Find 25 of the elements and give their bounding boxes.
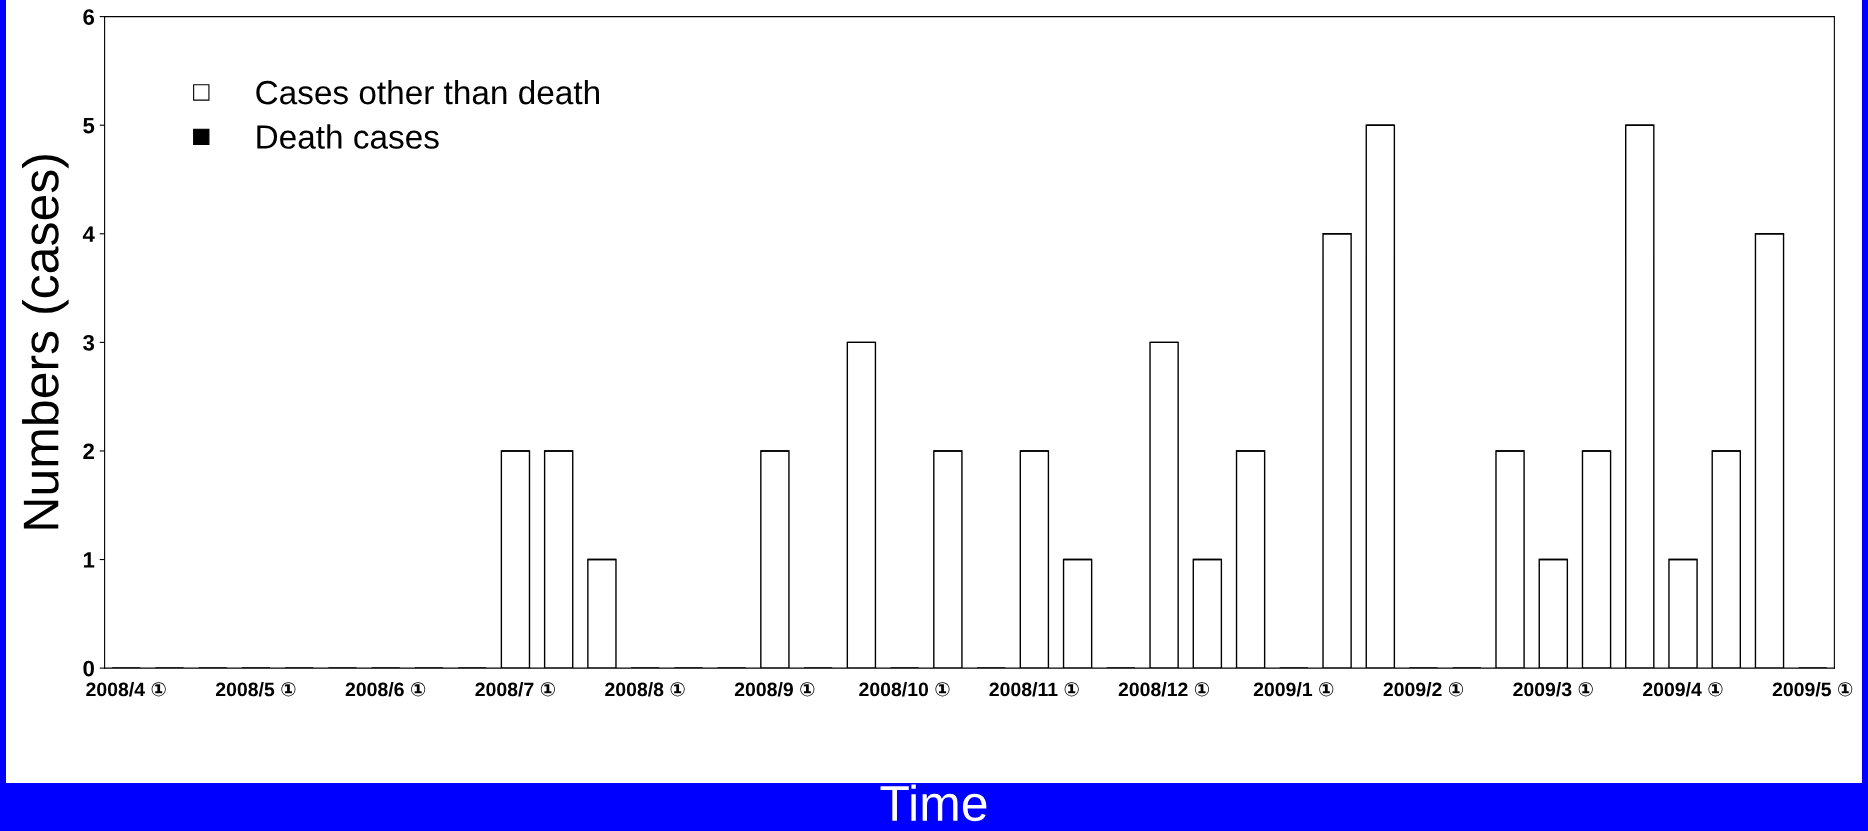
y-tick-label: 2: [83, 443, 94, 460]
x-tick-label: 2009/1 ①: [1253, 682, 1334, 697]
x-tick-label: 2009/5 ①: [1772, 682, 1853, 697]
x-tick-label: 2009/4 ①: [1643, 682, 1723, 697]
legend-label: Death cases: [257, 124, 439, 149]
legend-label: Cases other than death: [256, 79, 599, 105]
x-tick-label: 2009/3 ①: [1513, 682, 1593, 697]
x-tick-label: 2008/9 ①: [734, 682, 815, 697]
x-tick-label: 2008/7 ①: [475, 682, 555, 697]
y-tick-label: 4: [82, 226, 95, 242]
x-tick-label: 2008/11 ①: [989, 682, 1079, 697]
x-tick-label: 2008/5 ①: [215, 682, 296, 697]
x-tick-label: 2008/10 ①: [859, 682, 950, 697]
y-tick-label: 3: [83, 334, 95, 351]
x-tick-label: 2009/2 ①: [1383, 682, 1464, 697]
y-tick-label: 5: [83, 117, 95, 134]
y-tick-label: 0: [83, 660, 94, 677]
y-tick-label: 1: [83, 552, 95, 568]
x-tick-label: 2008/4 ①: [86, 682, 166, 697]
x-axis-title: Time: [880, 784, 987, 822]
y-tick-label: 6: [83, 9, 95, 25]
y-axis-title: Numbers (cases): [22, 155, 69, 529]
x-tick-label: 2008/6 ①: [345, 682, 426, 697]
x-tick-label: 2008/8 ①: [605, 682, 685, 697]
x-tick-label: 2008/12 ①: [1118, 682, 1210, 697]
